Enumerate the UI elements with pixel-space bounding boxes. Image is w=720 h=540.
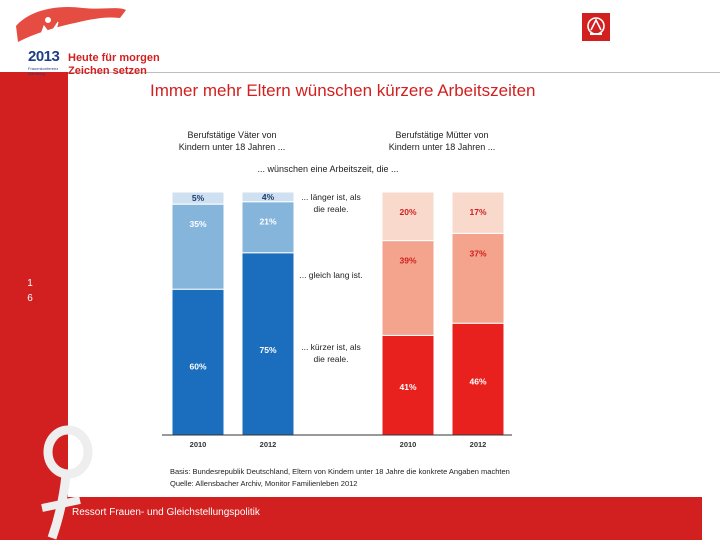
slide-number-line2: 6 xyxy=(27,293,33,304)
venus-symbol-icon xyxy=(41,425,93,540)
data-label-longer-3: 20% xyxy=(399,207,416,217)
data-label-longer-1: 5% xyxy=(192,193,205,203)
legend-shorter-line1: ... kürzer ist, als xyxy=(301,342,361,352)
data-label-same-1: 35% xyxy=(189,219,206,229)
left-red-band xyxy=(0,72,68,540)
data-label-same-3: 39% xyxy=(399,256,416,266)
ig-metall-logo-icon xyxy=(582,13,610,41)
data-label-shorter-3: 41% xyxy=(399,382,416,392)
legend-longer-line1: ... länger ist, als xyxy=(301,192,361,202)
header-divider xyxy=(68,72,720,73)
bars-layer: 60% 35% 5% 75% 21% 4% 41% 39% 20% 46% 37% 17% xyxy=(171,191,505,436)
group-heading-mothers-line2: Kindern unter 18 Jahren ... xyxy=(389,142,496,152)
footer-department: Ressort Frauen- und Gleichstellungspolit… xyxy=(72,507,260,518)
legend-same-line1: ... gleich lang ist. xyxy=(299,270,362,280)
bar-longer-4 xyxy=(451,191,505,234)
data-label-shorter-2: 75% xyxy=(259,345,276,355)
x-tick-1: 2010 xyxy=(190,440,207,449)
group-heading-mothers-line1: Berufstätige Mütter von xyxy=(395,130,488,140)
legend-shorter-line2: die reale. xyxy=(314,354,349,364)
data-label-longer-4: 17% xyxy=(469,207,486,217)
bar-same-1 xyxy=(171,203,225,290)
data-label-shorter-1: 60% xyxy=(189,361,206,371)
conference-logo-figure-icon xyxy=(16,6,126,43)
bar-same-2 xyxy=(241,201,295,254)
footer-band xyxy=(0,497,702,540)
data-label-longer-2: 4% xyxy=(262,192,275,202)
stacked-bar-chart: Berufstätige Väter von Kindern unter 18 … xyxy=(162,130,512,449)
slide-number-line1: 1 xyxy=(27,278,33,289)
data-label-shorter-4: 46% xyxy=(469,377,486,387)
chart-subtitle: ... wünschen eine Arbeitszeit, die ... xyxy=(257,164,398,174)
data-label-same-4: 37% xyxy=(469,248,486,258)
legend-longer-line2: die reale. xyxy=(314,204,349,214)
x-tick-2: 2012 xyxy=(260,440,277,449)
page-title: Immer mehr Eltern wünschen kürzere Arbei… xyxy=(150,81,536,100)
x-tick-labels: 2010 2012 2010 2012 xyxy=(190,440,487,449)
logo-year: 2013 xyxy=(28,48,60,65)
logo-subtext: Frauenkonferenz Nürnberg xyxy=(28,66,59,76)
source-note-quelle: Quelle: Allensbacher Archiv, Monitor Fam… xyxy=(170,479,358,488)
bar-shorter-4 xyxy=(451,322,505,436)
footer-gap xyxy=(702,497,720,540)
bar-longer-2 xyxy=(241,191,295,203)
bar-longer-3 xyxy=(381,191,435,242)
x-tick-4: 2012 xyxy=(470,440,487,449)
slide-number: 1 6 xyxy=(25,276,35,306)
group-heading-fathers-line2: Kindern unter 18 Jahren ... xyxy=(179,142,286,152)
bar-same-4 xyxy=(451,232,505,324)
source-note-basis: Basis: Bundesrepublik Deutschland, Elter… xyxy=(170,467,510,476)
bar-same-3 xyxy=(381,240,435,336)
series-legend: ... kürzer ist, als die reale. ... gleich … xyxy=(299,192,362,364)
bar-longer-1 xyxy=(171,191,225,205)
logo-slogan-line2: Zeichen setzen xyxy=(68,65,147,77)
data-label-same-2: 21% xyxy=(259,217,276,227)
group-heading-fathers-line1: Berufstätige Väter von xyxy=(187,130,276,140)
x-tick-3: 2010 xyxy=(400,440,417,449)
logo-slogan-line1: Heute für morgen xyxy=(68,52,160,64)
bar-shorter-2 xyxy=(241,252,295,436)
